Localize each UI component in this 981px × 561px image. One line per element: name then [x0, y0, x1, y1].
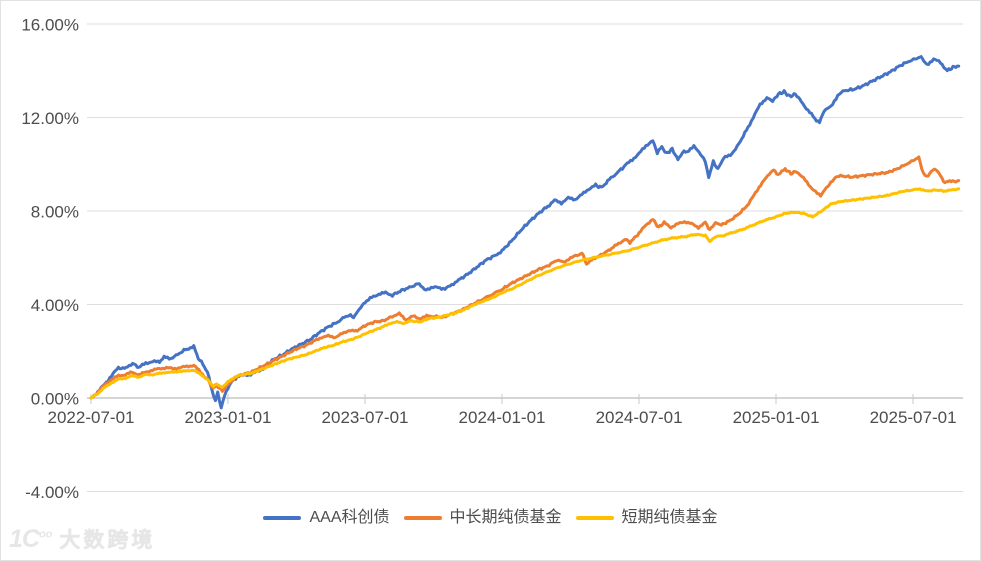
svg-text:8.00%: 8.00% [31, 203, 79, 222]
svg-text:4.00%: 4.00% [31, 296, 79, 315]
svg-text:2025-01-01: 2025-01-01 [733, 408, 820, 427]
x-axis [87, 394, 963, 404]
svg-text:2023-01-01: 2023-01-01 [185, 408, 272, 427]
series-line-2 [89, 187, 961, 400]
watermark-text: 大数跨境 [59, 528, 156, 552]
x-axis-labels: 2022-07-01 2023-01-01 2023-07-01 2024-01-01… [48, 408, 957, 427]
watermark: 1Coo 大数跨境 [9, 527, 155, 552]
legend-item-1: 中长期纯债基金 [403, 509, 562, 526]
svg-text:2024-01-01: 2024-01-01 [459, 408, 546, 427]
gridlines [87, 23, 963, 492]
svg-text:2025-07-01: 2025-07-01 [870, 408, 957, 427]
legend-label: 短期纯债基金 [621, 509, 718, 526]
svg-text:0.00%: 0.00% [31, 390, 79, 409]
svg-text:12.00%: 12.00% [21, 109, 79, 128]
svg-text:2024-07-01: 2024-07-01 [596, 408, 683, 427]
legend-item-0: AAA科创债 [263, 509, 390, 526]
svg-text:-4.00%: -4.00% [25, 483, 79, 502]
legend-swatch-icon [575, 515, 614, 521]
legend-swatch-icon [263, 515, 302, 521]
legend-swatch-icon [403, 515, 442, 521]
chart-legend: AAA科创债 中长期纯债基金 短期纯债基金 [1, 510, 980, 526]
legend-label: 中长期纯债基金 [449, 509, 562, 526]
svg-text:16.00%: 16.00% [21, 16, 79, 35]
svg-text:2023-07-01: 2023-07-01 [322, 408, 409, 427]
legend-item-2: 短期纯债基金 [575, 509, 718, 526]
watermark-logo-icon: 1Coo [9, 525, 53, 553]
series-line-1 [89, 155, 961, 400]
svg-text:2022-07-01: 2022-07-01 [48, 408, 135, 427]
y-axis-labels: 16.00% 12.00% 8.00% 4.00% 0.00% -4.00% [21, 16, 79, 503]
legend-label: AAA科创债 [309, 509, 390, 526]
series-line-0 [89, 55, 961, 410]
